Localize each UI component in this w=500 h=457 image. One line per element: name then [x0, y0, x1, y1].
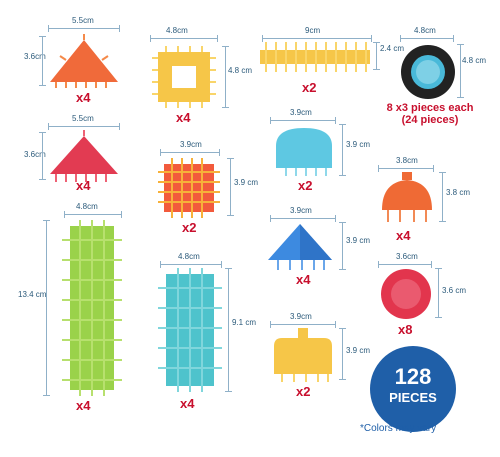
dim-line: [160, 149, 220, 156]
dim-line: [400, 35, 454, 42]
dim-line: [339, 124, 346, 176]
dim-green-block-height: 13.4 cm: [18, 290, 47, 299]
dim-orange-dome-height: 3.8 cm: [446, 188, 471, 197]
orange-dome-block: [382, 172, 432, 222]
red-triangle-block: [50, 130, 118, 182]
qty-teal-block: x4: [180, 396, 195, 411]
dim-line: [39, 36, 46, 86]
teal-block: [158, 268, 222, 392]
qty-orange-triangle: x4: [76, 90, 91, 105]
colors-footnote: *Colors may vary: [360, 423, 437, 434]
blue-pyramid-block: [268, 224, 332, 270]
orange-triangle-block: [50, 34, 118, 88]
dim-line: [339, 328, 346, 380]
black-wheel-block: [401, 45, 455, 99]
qty-red-circle: x8: [398, 322, 413, 337]
dim-line: [378, 165, 434, 172]
dim-line: [270, 215, 336, 222]
yellow-window-block: [274, 328, 332, 382]
dim-blue-window-width: 3.9cm: [290, 108, 312, 117]
dim-red-triangle-width: 5.5cm: [72, 114, 94, 123]
dim-orange-triangle-height: 3.6cm: [24, 52, 46, 61]
dim-line: [439, 172, 446, 222]
qty-orange-dome: x4: [396, 228, 411, 243]
dim-line: [150, 35, 218, 42]
dim-orange-square-width: 3.9cm: [180, 140, 202, 149]
dim-blue-pyramid-height: 3.9 cm: [346, 236, 371, 245]
dim-yellow-bar-height: 2.4 cm: [380, 44, 405, 53]
dim-line: [457, 44, 464, 98]
dim-teal-block-width: 4.8cm: [178, 252, 200, 261]
dim-wheel-height: 4.8 cm: [462, 56, 487, 65]
dim-red-triangle-height: 3.6cm: [24, 150, 46, 159]
dim-yellow-frame-height: 4.8 cm: [228, 66, 253, 75]
dim-yellow-window-width: 3.9cm: [290, 312, 312, 321]
blue-window-block: [276, 128, 332, 176]
badge-label: PIECES: [389, 390, 437, 405]
yellow-long-bar-block: [260, 42, 370, 72]
dim-teal-block-height: 9.1 cm: [232, 318, 257, 327]
dim-orange-dome-width: 3.8cm: [396, 156, 418, 165]
red-circle-block: [381, 269, 431, 319]
dim-line: [222, 46, 229, 108]
dim-line: [48, 123, 120, 130]
dim-yellow-bar-width: 9cm: [305, 26, 321, 35]
dim-line: [378, 261, 432, 268]
badge-count: 128: [394, 364, 432, 389]
qty-green-block: x4: [76, 398, 91, 413]
dim-line: [262, 35, 372, 42]
dim-line: [225, 268, 232, 392]
dim-red-circle-height: 3.6 cm: [442, 286, 467, 295]
qty-orange-square: x2: [182, 220, 197, 235]
yellow-square-frame-block: [152, 46, 216, 108]
dim-line: [43, 220, 50, 396]
pieces-count-badge: 128 PIECES: [370, 346, 456, 432]
qty-yellow-window: x2: [296, 384, 311, 399]
dim-line: [270, 321, 336, 328]
wheel-note: 8 x3 pieces each (24 pieces): [386, 102, 474, 126]
dim-orange-square-height: 3.9 cm: [234, 178, 259, 187]
dim-line: [270, 117, 336, 124]
dim-line: [160, 261, 222, 268]
dim-green-block-width: 4.8cm: [76, 202, 98, 211]
dim-line: [64, 211, 122, 218]
qty-blue-window: x2: [298, 178, 313, 193]
dim-line: [39, 132, 46, 180]
qty-yellow-bar: x2: [302, 80, 317, 95]
qty-blue-pyramid: x4: [296, 272, 311, 287]
dim-line: [227, 158, 234, 216]
dim-blue-window-height: 3.9 cm: [346, 140, 371, 149]
dim-line: [373, 42, 380, 70]
qty-yellow-frame: x4: [176, 110, 191, 125]
dim-yellow-frame-width: 4.8cm: [166, 26, 188, 35]
dim-blue-pyramid-width: 3.9cm: [290, 206, 312, 215]
dim-line: [339, 222, 346, 270]
orange-square-block: [158, 158, 220, 218]
dim-red-circle-width: 3.6cm: [396, 252, 418, 261]
dim-line: [48, 25, 120, 32]
dim-line: [435, 268, 442, 318]
dim-yellow-window-height: 3.9 cm: [346, 346, 371, 355]
dim-orange-triangle-width: 5.5cm: [72, 16, 94, 25]
dim-wheel-width: 4.8cm: [414, 26, 436, 35]
green-long-block: [62, 220, 122, 396]
qty-red-triangle: x4: [76, 178, 91, 193]
